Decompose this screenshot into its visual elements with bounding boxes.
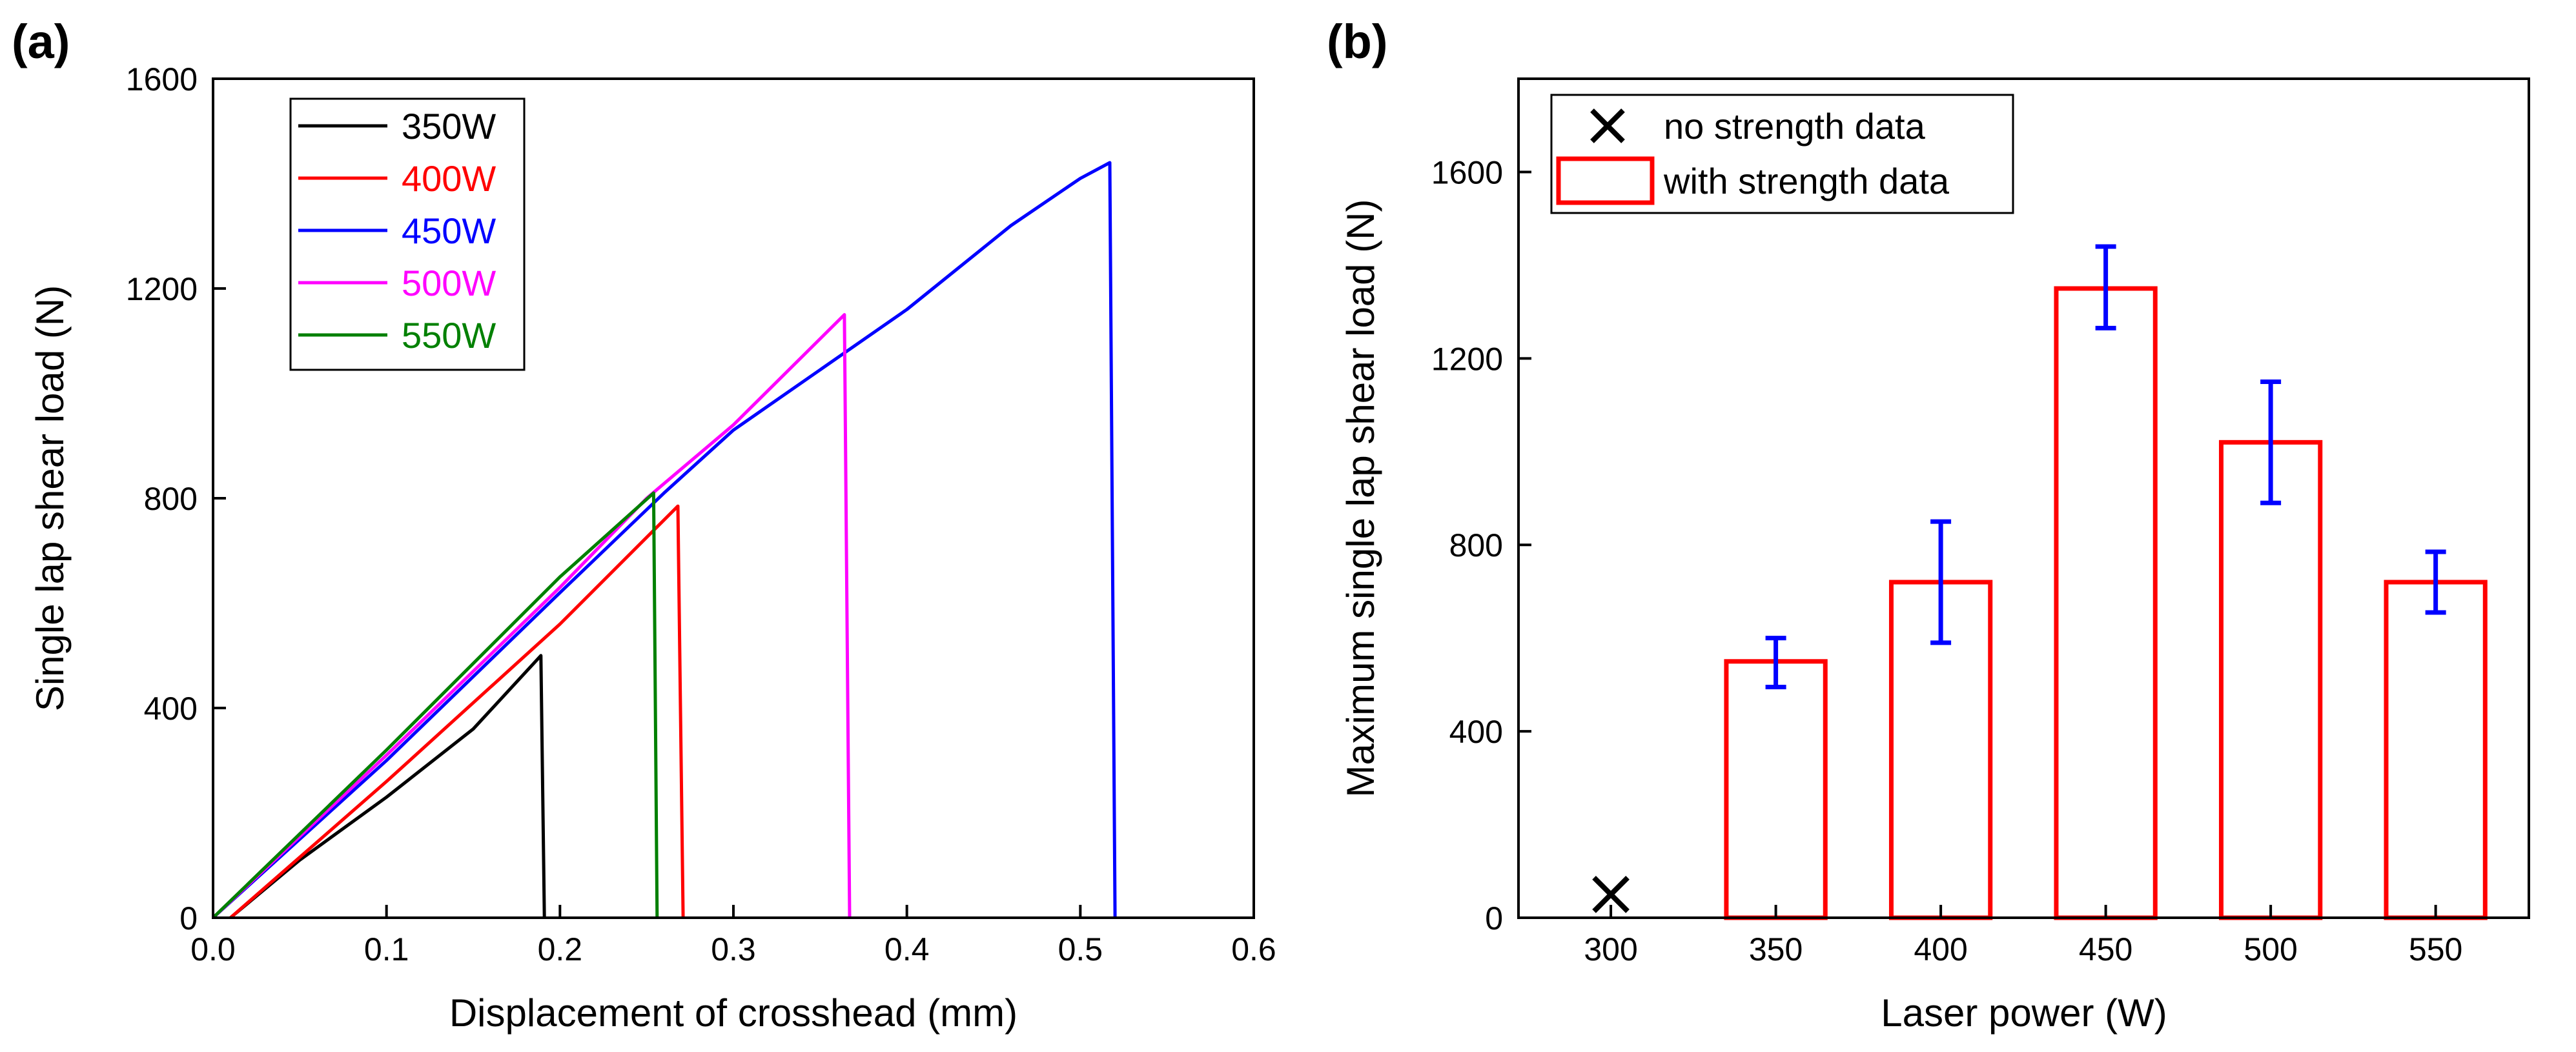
legend-label-450W: 450W (402, 210, 496, 251)
panel-b-legend-entries: no strength data with strength data (1556, 106, 1950, 205)
y-tick-label: 1200 (1431, 341, 1503, 377)
panel-b-legend-box (1550, 94, 2014, 214)
x-tick-label: 0.5 (1058, 931, 1103, 967)
x-tick-label: 350 (1749, 931, 1803, 967)
y-tick-label: 400 (144, 691, 198, 727)
series-line-350W (229, 654, 546, 919)
error-bar-350 (1765, 636, 1786, 689)
y-tick-label: 400 (1449, 714, 1503, 750)
x-tick-label: 0.4 (884, 931, 930, 967)
y-tick-label: 1200 (126, 271, 198, 307)
y-tick-label: 1600 (1431, 154, 1503, 190)
error-bar-450 (2095, 244, 2116, 330)
legend-label-500W: 500W (402, 263, 496, 303)
x-tick-label: 400 (1914, 931, 1967, 967)
panel-b-label: (b) (1327, 15, 1388, 68)
error-bar-550 (2425, 549, 2446, 615)
legend-label-with-data: with strength data (1663, 161, 1950, 201)
panel-b-bar-layer (1592, 244, 2488, 920)
legend-swatch-with-data (1556, 156, 1655, 205)
panel-b: (b) 300 350 400 450 500 550 0 400 800 1200 1600 La… (1327, 15, 2530, 1035)
x-tick-label: 300 (1584, 931, 1637, 967)
legend-swatch-no-data (1590, 108, 1625, 143)
panel-a-label: (a) (12, 15, 70, 68)
x-tick-label: 450 (2079, 931, 2132, 967)
panel-a-ticks: 0.0 0.1 0.2 0.3 0.4 0.5 0.6 0 400 800 1200 1600 (126, 61, 1276, 967)
panel-b-ticks: 300 350 400 450 500 550 0 400 800 1200 1600 (1431, 154, 2463, 967)
series-line-550W (212, 491, 659, 919)
panel-a: (a) 0.0 0.1 0.2 0.3 0.4 0.5 0.6 0 400 800 1200 1600… (12, 15, 1276, 1035)
bar-550 (2384, 580, 2488, 920)
panel-b-x-axis-title: Laser power (W) (1881, 991, 2167, 1035)
panel-a-x-axis-title: Displacement of crosshead (mm) (449, 991, 1017, 1035)
x-tick-label: 0.3 (711, 931, 756, 967)
legend-label-400W: 400W (402, 158, 496, 199)
x-tick-label: 0.2 (538, 931, 583, 967)
panel-b-plot-frame (1517, 77, 2530, 919)
series-line-450W (212, 161, 1117, 919)
panel-a-legend-entries: 350W 400W 450W 500W 550W (298, 106, 496, 356)
error-bar-400 (1930, 519, 1952, 645)
legend-label-550W: 550W (402, 315, 496, 356)
bar-450 (2054, 286, 2158, 920)
legend-label-no-data: no strength data (1664, 106, 1926, 147)
bar-500 (2218, 440, 2323, 920)
x-tick-label: 500 (2244, 931, 2297, 967)
x-tick-label: 0.1 (364, 931, 409, 967)
y-tick-label: 800 (144, 481, 198, 517)
x-tick-label: 0.0 (190, 931, 236, 967)
y-tick-label: 0 (179, 900, 198, 936)
panel-b-legend: no strength data with strength data (1550, 94, 2014, 214)
x-tick-label: 550 (2409, 931, 2462, 967)
series-line-400W (229, 504, 685, 919)
panel-a-y-axis-title: Single lap shear load (N) (28, 285, 72, 711)
y-tick-label: 0 (1485, 900, 1503, 936)
legend-label-350W: 350W (402, 106, 496, 147)
no-data-marker-300 (1592, 876, 1630, 913)
panel-b-y-axis-title: Maximum single lap shear load (N) (1339, 199, 1382, 797)
y-tick-label: 800 (1449, 527, 1503, 563)
y-tick-label: 1600 (126, 61, 198, 97)
x-tick-label: 0.6 (1231, 931, 1276, 967)
bar-350 (1724, 659, 1828, 920)
panel-a-series-layer (212, 161, 1117, 919)
panel-a-legend-box (289, 97, 526, 371)
panel-a-legend: 350W 400W 450W 500W 550W (289, 97, 526, 371)
error-bar-500 (2260, 379, 2282, 505)
